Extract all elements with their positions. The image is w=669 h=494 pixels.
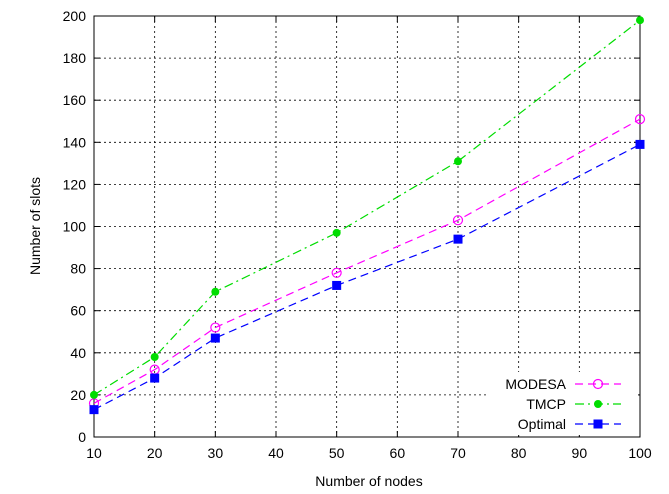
- series-line-optimal: [93, 143, 641, 411]
- x-axis-title: Number of nodes: [315, 473, 422, 489]
- y-tick-label: 180: [63, 50, 87, 66]
- x-tick-label: 10: [86, 445, 102, 461]
- x-tick-label: 70: [450, 445, 466, 461]
- y-tick-label: 20: [70, 387, 86, 403]
- series-line-tmcp: [93, 19, 641, 396]
- data-point-modesa: [210, 322, 221, 333]
- x-tick-label: 30: [208, 445, 224, 461]
- data-point-tmcp: [454, 157, 462, 166]
- y-tick-label: 100: [63, 219, 87, 235]
- data-point-optimal: [89, 405, 99, 415]
- y-tick-label: 140: [63, 134, 87, 150]
- data-point-optimal: [150, 373, 160, 383]
- x-tick-label: 100: [628, 445, 652, 461]
- x-tick-label: 50: [329, 445, 345, 461]
- data-point-tmcp: [332, 228, 341, 237]
- series-optimal: [89, 139, 645, 415]
- series-modesa: [88, 114, 646, 409]
- y-tick-label: 40: [70, 345, 86, 361]
- data-point-optimal: [635, 139, 645, 149]
- legend-label-optimal: Optimal: [518, 416, 566, 432]
- data-point-tmcp: [90, 390, 98, 399]
- y-tick-label: 60: [70, 303, 86, 319]
- x-tick-label: 90: [572, 445, 588, 461]
- legend-marker-optimal: [593, 419, 603, 429]
- data-point-modesa: [452, 215, 464, 226]
- data-point-tmcp: [211, 287, 220, 296]
- y-tick-label: 80: [70, 261, 86, 277]
- legend: MODESA TMCP Optimal: [489, 372, 638, 435]
- legend-label-tmcp: TMCP: [526, 396, 566, 412]
- y-tick-label: 120: [63, 176, 87, 192]
- data-point-optimal: [332, 280, 342, 290]
- data-point-modesa: [331, 267, 342, 278]
- legend-label-modesa: MODESA: [505, 376, 566, 392]
- data-point-optimal: [210, 333, 220, 343]
- series-line-modesa: [93, 118, 641, 404]
- data-point-modesa: [634, 114, 646, 125]
- x-tick-label: 80: [511, 445, 527, 461]
- x-tick-label: 60: [390, 445, 406, 461]
- y-tick-label: 200: [63, 8, 87, 24]
- data-point-tmcp: [150, 353, 159, 362]
- y-tick-label: 0: [78, 429, 86, 445]
- x-tick-label: 40: [268, 445, 284, 461]
- data-point-tmcp: [636, 16, 644, 25]
- series-tmcp: [90, 16, 644, 399]
- x-tick-label: 20: [147, 445, 163, 461]
- legend-marker-tmcp: [594, 400, 602, 408]
- y-axis-title: Number of slots: [27, 177, 43, 275]
- legend-marker-modesa: [592, 378, 604, 390]
- y-tick-label: 160: [63, 92, 87, 108]
- data-point-optimal: [453, 234, 463, 244]
